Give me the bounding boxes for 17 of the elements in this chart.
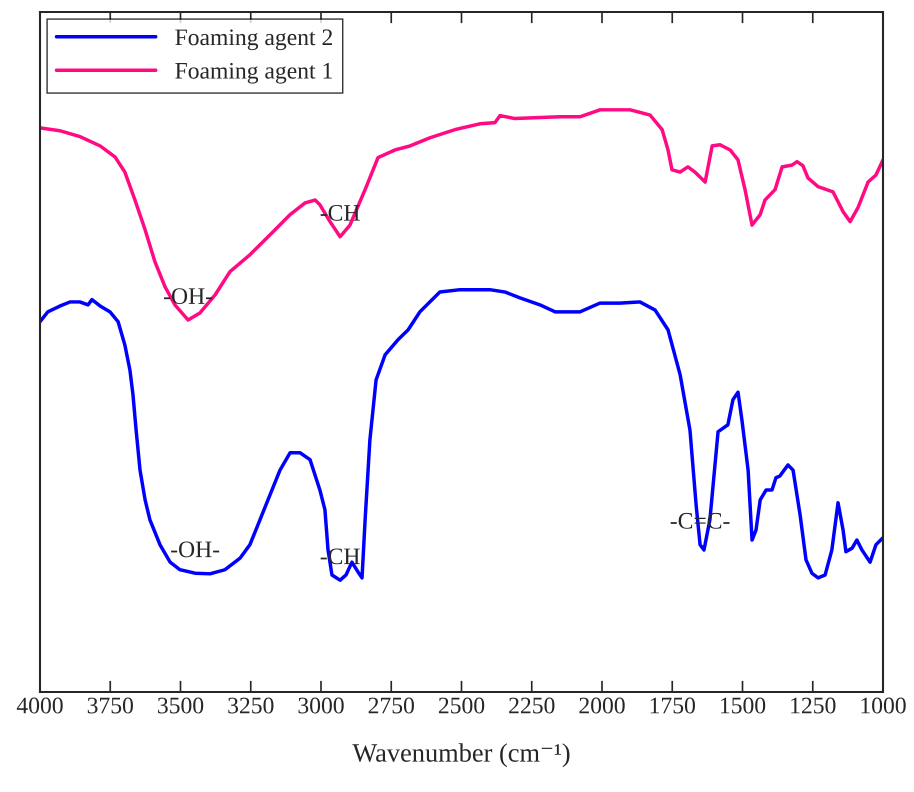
legend-label: Foaming agent 1 [175, 62, 332, 84]
x-tick-label: 1500 [720, 698, 766, 714]
x-tick-label: 1000 [861, 698, 906, 714]
x-tick-label: 4000 [16, 698, 63, 714]
x-tick-label: 3750 [88, 698, 133, 714]
x-tick-label: 2750 [368, 698, 414, 714]
x-tick-label: 3250 [228, 698, 274, 714]
legend-label: Foaming agent 2 [175, 29, 332, 50]
x-tick-label: 2000 [579, 698, 625, 714]
x-tick-label: 1250 [791, 698, 836, 714]
x-axis-title: Wavenumber (cm⁻¹) [352, 743, 570, 768]
x-tick-label: 2500 [438, 698, 484, 714]
annotation: -OH- [171, 541, 220, 558]
x-tick-label: 3000 [298, 698, 344, 714]
x-tick-label: 1750 [650, 698, 695, 714]
x-tick-label: 2250 [509, 698, 554, 714]
x-tick-label: 3500 [158, 698, 204, 714]
